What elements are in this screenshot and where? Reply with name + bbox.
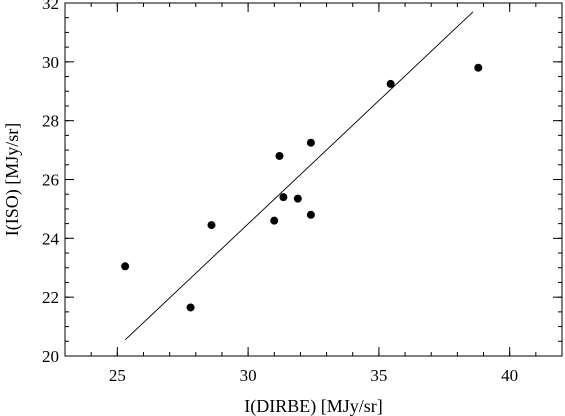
x-axis-label: I(DIRBE) [MJy/sr] <box>244 396 382 416</box>
x-tick-label: 25 <box>109 366 126 385</box>
y-tick-label: 26 <box>42 171 59 190</box>
data-point <box>270 216 279 225</box>
data-point <box>293 194 302 203</box>
y-tick-label: 30 <box>42 53 59 72</box>
data-point <box>186 303 195 312</box>
axis-ticks <box>64 2 563 357</box>
x-tick-label: 40 <box>501 366 518 385</box>
x-tick-label: 30 <box>240 366 257 385</box>
plot-frame <box>64 2 563 357</box>
data-points <box>121 63 483 312</box>
y-axis-label: I(ISO) [MJy/sr] <box>2 123 23 236</box>
data-point <box>306 138 315 147</box>
y-tick-label: 24 <box>42 229 60 248</box>
data-point <box>306 210 315 219</box>
tick-labels: 25 30 35 40 20 22 24 26 28 30 32 <box>42 0 518 385</box>
data-point <box>279 193 288 202</box>
y-tick-label: 32 <box>42 0 59 13</box>
data-point <box>386 79 395 88</box>
x-tick-label: 35 <box>370 366 387 385</box>
y-tick-label: 20 <box>42 347 59 366</box>
data-point <box>275 151 284 160</box>
fit-line <box>124 11 474 341</box>
y-tick-label: 28 <box>42 112 59 131</box>
data-point <box>121 262 130 271</box>
y-tick-label: 22 <box>42 288 59 307</box>
data-point <box>474 63 483 72</box>
data-point <box>207 221 216 230</box>
